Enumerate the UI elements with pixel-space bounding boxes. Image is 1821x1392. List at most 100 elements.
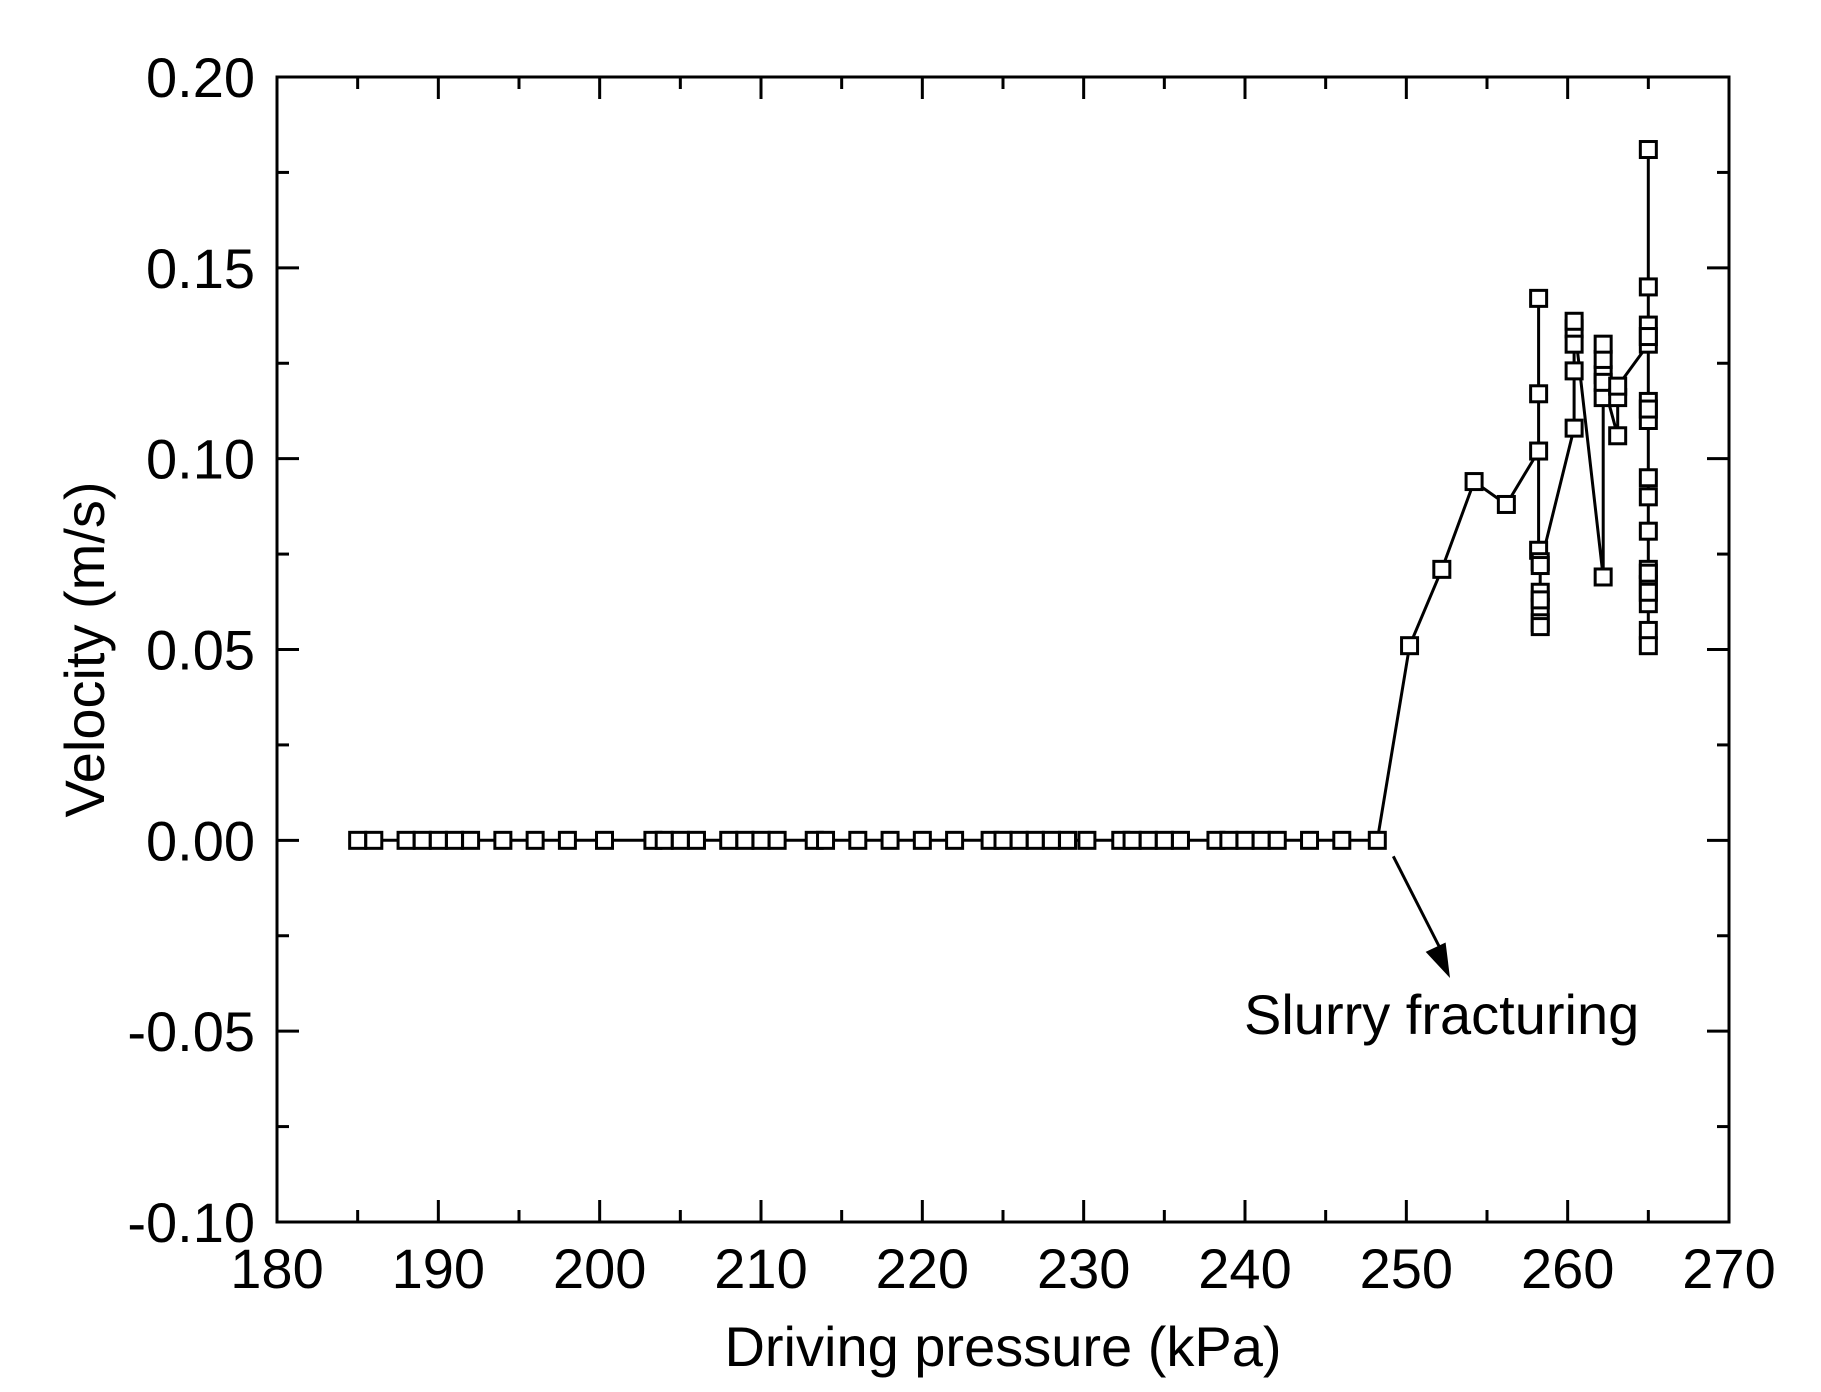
data-point — [945, 830, 965, 850]
y-tick-label: -0.10 — [127, 1191, 255, 1254]
data-point — [1025, 830, 1045, 850]
y-tick-label: 0.00 — [146, 809, 255, 872]
data-point — [670, 830, 690, 850]
data-point — [1638, 487, 1658, 507]
data-point — [1638, 140, 1658, 160]
data-point — [1638, 399, 1658, 419]
data-point — [912, 830, 932, 850]
data-point — [595, 830, 615, 850]
data-point — [1154, 830, 1174, 850]
data-point — [686, 830, 706, 850]
data-point — [525, 830, 545, 850]
data-point — [461, 830, 481, 850]
data-point — [1464, 472, 1484, 492]
data-point — [848, 830, 868, 850]
data-point — [1077, 830, 1097, 850]
data-point — [1593, 567, 1613, 587]
data-point — [1564, 311, 1584, 331]
data-point — [880, 830, 900, 850]
x-tick-label: 230 — [1037, 1237, 1130, 1300]
data-point — [1564, 361, 1584, 381]
data-point — [1235, 830, 1255, 850]
x-tick-label: 270 — [1682, 1237, 1775, 1300]
data-point — [364, 830, 384, 850]
data-point — [1593, 334, 1613, 354]
data-point — [396, 830, 416, 850]
data-point — [1170, 830, 1190, 850]
data-point — [1638, 563, 1658, 583]
axis-ticks — [275, 75, 1731, 1224]
tick-labels: 180 190 200 210 220 230 240 250 260 270 -0.10 -0.05… — [127, 46, 1775, 1300]
x-tick-label: 210 — [714, 1237, 807, 1300]
data-point — [557, 830, 577, 850]
data-point — [767, 830, 787, 850]
data-point — [1638, 327, 1658, 347]
x-tick-label: 180 — [230, 1237, 323, 1300]
data-point — [816, 830, 836, 850]
data-point — [1496, 494, 1516, 514]
data-point — [1638, 620, 1658, 640]
y-tick-label: 0.10 — [146, 428, 255, 491]
data-point — [1638, 468, 1658, 488]
data-point — [1267, 830, 1287, 850]
annotation-arrow-shaft — [1391, 855, 1446, 957]
data-point — [1638, 582, 1658, 602]
data-point — [1529, 384, 1549, 404]
data-point — [1058, 830, 1078, 850]
data-point — [348, 830, 368, 850]
x-axis-title: Driving pressure (kPa) — [724, 1315, 1281, 1378]
data-point — [1009, 830, 1029, 850]
data-point — [493, 830, 513, 850]
y-tick-label: 0.20 — [146, 46, 255, 109]
data-point — [1529, 288, 1549, 308]
data-point — [1638, 277, 1658, 297]
data-point — [719, 830, 739, 850]
data-point — [1608, 376, 1628, 396]
y-tick-label: 0.05 — [146, 619, 255, 682]
annotation-label: Slurry fracturing — [1244, 983, 1639, 1046]
data-point — [1530, 617, 1550, 637]
x-tick-label: 220 — [876, 1237, 969, 1300]
x-tick-label: 250 — [1360, 1237, 1453, 1300]
data-point — [1564, 418, 1584, 438]
x-tick-label: 200 — [553, 1237, 646, 1300]
data-point — [1530, 556, 1550, 576]
data-point — [1530, 590, 1550, 610]
x-tick-label: 260 — [1521, 1237, 1614, 1300]
data-point — [428, 830, 448, 850]
data-point — [1593, 349, 1613, 369]
data-point — [1300, 830, 1320, 850]
data-point — [1041, 830, 1061, 850]
annotation-layer: Slurry fracturing — [1244, 855, 1639, 1046]
data-point — [1608, 426, 1628, 446]
data-point — [444, 830, 464, 850]
x-tick-label: 190 — [392, 1237, 485, 1300]
y-axis-title: Velocity (m/s) — [53, 481, 116, 817]
data-point — [1529, 441, 1549, 461]
plot-frame — [275, 75, 1731, 1224]
data-point — [1638, 521, 1658, 541]
y-tick-label: 0.15 — [146, 237, 255, 300]
data-point — [1367, 830, 1387, 850]
data-point — [1122, 830, 1142, 850]
data-point — [1219, 830, 1239, 850]
data-point — [993, 830, 1013, 850]
data-point — [1564, 334, 1584, 354]
series-layer — [348, 140, 1658, 850]
data-point — [1138, 830, 1158, 850]
x-tick-label: 240 — [1198, 1237, 1291, 1300]
plot-border — [275, 75, 1731, 1224]
data-point — [735, 830, 755, 850]
data-point — [412, 830, 432, 850]
data-point — [1432, 559, 1452, 579]
data-point — [751, 830, 771, 850]
y-tick-label: -0.05 — [127, 1000, 255, 1063]
data-point — [1332, 830, 1352, 850]
data-point — [654, 830, 674, 850]
annotation-arrowhead — [1425, 942, 1450, 978]
data-point — [1400, 636, 1420, 656]
series — [348, 140, 1658, 850]
data-point — [1251, 830, 1271, 850]
data-point — [1638, 636, 1658, 656]
